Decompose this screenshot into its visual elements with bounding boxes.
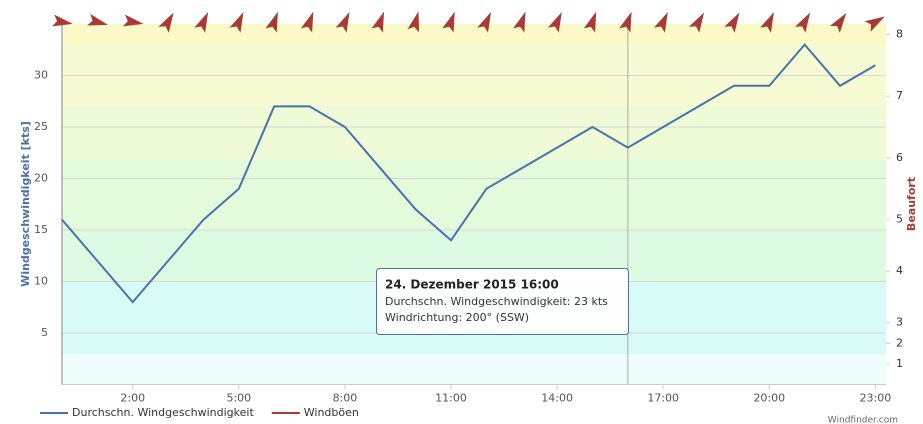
wind-arrow [442, 11, 455, 33]
x-tick-label: 2:00 [120, 392, 145, 405]
y2-tick-label: 3 [896, 316, 903, 329]
credit: Windfinder.com [828, 416, 898, 424]
tooltip: 24. Dezember 2015 16:00 Durchschn. Windge… [376, 268, 629, 335]
y-tick-label: 20 [34, 172, 48, 185]
y-tick-label: 10 [34, 275, 48, 288]
series-line [61, 43, 876, 304]
wind-arrow [864, 16, 885, 32]
wind-arrow [122, 14, 144, 27]
x-tick-label: 5:00 [226, 392, 251, 405]
wind-arrow [335, 12, 350, 33]
tooltip-line: Durchschn. Windgeschwindigkeit: 23 kts [385, 295, 608, 308]
wind-arrow [371, 11, 385, 33]
legend-label: Windböen [304, 406, 359, 419]
tooltip-line: Windrichtung: 200° (SSW) [385, 311, 529, 324]
tooltip-title: 24. Dezember 2015 16:00 [385, 278, 559, 292]
wind-arrow [724, 12, 740, 33]
wind-arrow [52, 14, 73, 27]
y2-tick-label: 6 [896, 151, 903, 164]
wind-arrow [547, 12, 562, 33]
wind-arrow [87, 13, 108, 26]
wind-arrow [229, 12, 244, 33]
tooltip-box [376, 268, 629, 335]
wind-arrow [653, 12, 668, 33]
wind-arrow [619, 11, 632, 33]
wind-arrow [300, 11, 314, 33]
y-tick-label: 30 [34, 69, 48, 82]
wind-arrow [794, 12, 811, 33]
x-tick-label: 11:00 [435, 392, 467, 405]
wind-arrow [194, 12, 209, 33]
y2-axis-title: Beaufort [905, 177, 918, 231]
wind-arrow [829, 12, 847, 33]
y2-tick-label: 8 [896, 27, 903, 40]
y-tick-label: 25 [34, 120, 48, 133]
wind-arrow [407, 11, 420, 33]
wind-arrow [477, 12, 492, 33]
y2-tick-label: 1 [896, 357, 903, 370]
y-axis-title: Windgeschwindigkeit [kts] [19, 121, 32, 287]
x-tick-label: 23:00 [860, 392, 892, 405]
x-tick-label: 8:00 [333, 392, 358, 405]
y-tick-label: 5 [41, 326, 48, 339]
wind-arrow [513, 11, 526, 33]
wind-arrow [760, 12, 774, 33]
legend-label: Durchschn. Windgeschwindigkeit [72, 406, 254, 419]
x-tick-label: 14:00 [541, 392, 573, 405]
wind-arrow [158, 12, 174, 33]
wind-arrow [583, 11, 597, 33]
y2-tick-label: 2 [896, 336, 903, 349]
y2-tick-label: 4 [896, 264, 903, 277]
x-tick-label: 20:00 [753, 392, 785, 405]
x-tick-label: 17:00 [647, 392, 679, 405]
y-tick-label: 15 [34, 223, 48, 236]
wind-arrow [688, 12, 705, 33]
wind-arrow [265, 11, 278, 33]
y2-tick-label: 5 [896, 213, 903, 226]
y2-tick-label: 7 [896, 89, 903, 102]
